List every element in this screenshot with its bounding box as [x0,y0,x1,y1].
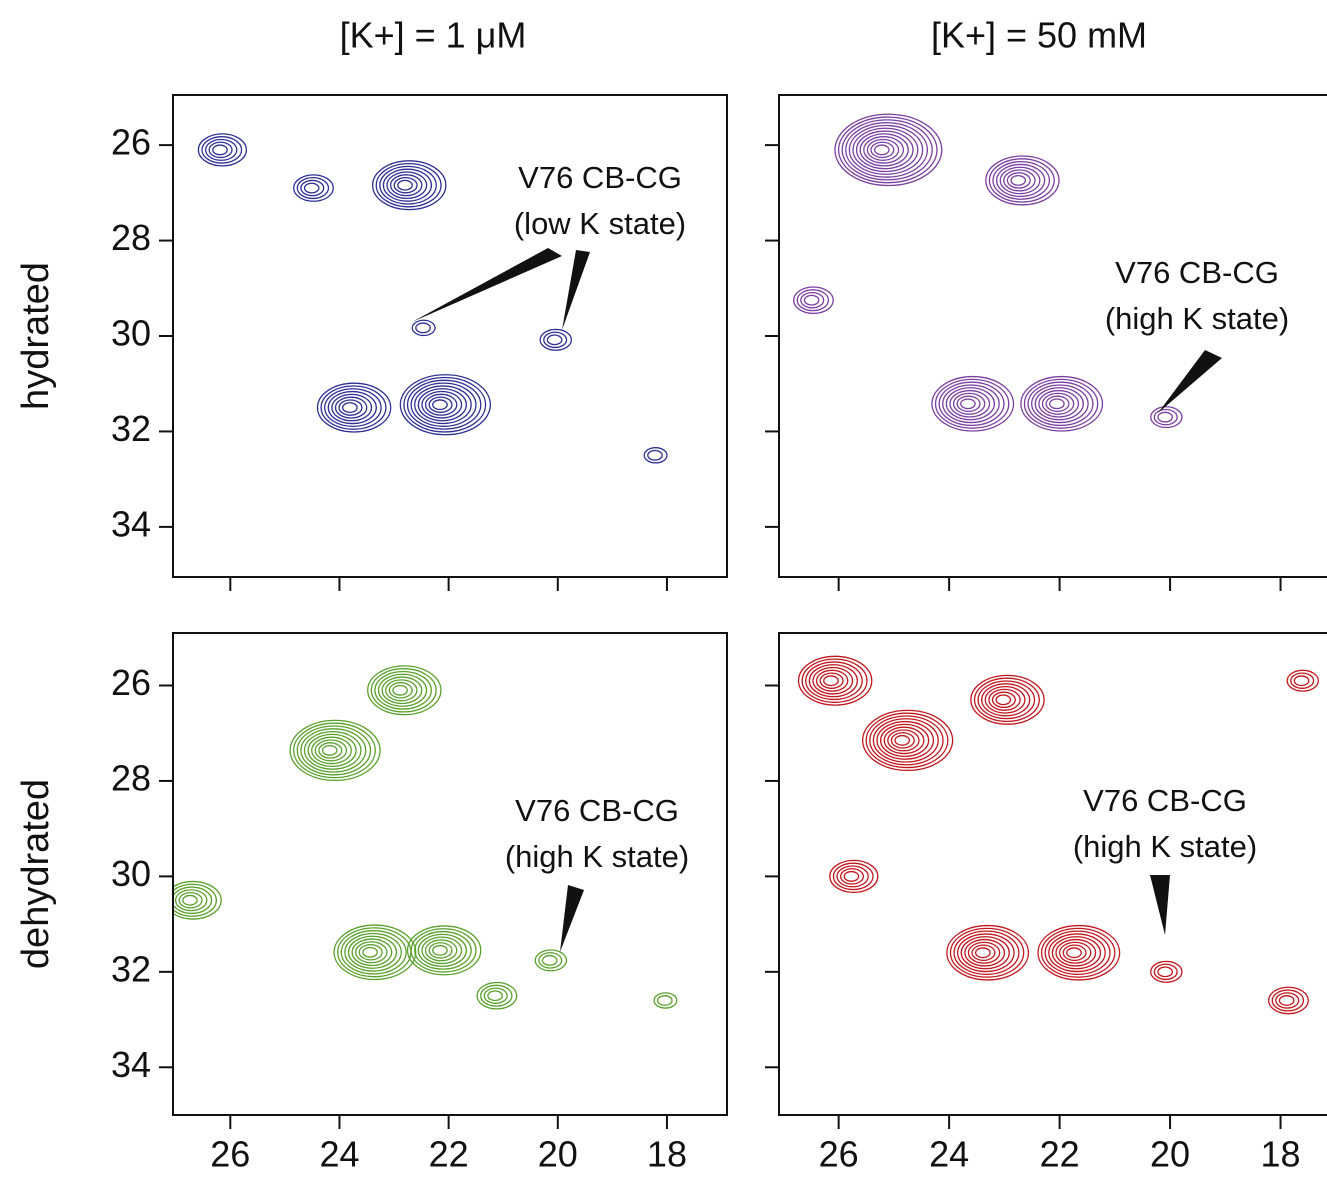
x-tick-label: 24 [929,1134,969,1175]
annotation: V76 CB-CG [1115,255,1279,290]
y-tick-label: 30 [111,313,151,354]
y-tick-label: 34 [111,503,151,544]
annotation: (high K state) [1073,829,1257,864]
contour-peak [371,160,447,211]
contour-peak [1286,669,1320,692]
contour-peak [643,447,668,464]
plot-area [173,665,678,1010]
contour-peak [985,155,1060,206]
contour-peak [829,859,879,894]
contour-peak [1150,406,1183,429]
contour-peak [1037,924,1121,981]
contour-peak [399,374,492,436]
annotation: V76 CB-CG [1083,783,1247,818]
contour-peak [861,709,954,772]
contour-peak [197,133,248,167]
panel: [K+] = 50 mM V76 CB-CG (high K state) [765,15,1327,591]
annotation-arrow [1150,875,1170,935]
y-tick-label: 26 [111,122,151,163]
y-tick-label: 28 [111,757,151,798]
contour-peak [406,925,482,976]
annotation: (high K state) [505,839,689,874]
y-tick-label: 34 [111,1044,151,1085]
annotation: (high K state) [1105,301,1289,336]
annotation: V76 CB-CG [518,160,682,195]
x-tick-label: 24 [319,1134,359,1175]
y-tick-label: 28 [111,217,151,258]
contour-peak [1020,375,1104,432]
plot-frame [172,632,728,1116]
contour-peak [411,319,436,337]
row-label: dehydrated [15,779,57,969]
column-title: [K+] = 1 μM [340,15,527,56]
panel: 26 24 22 20 18 V76 CB-CG (high K state) [765,632,1327,1175]
x-tick-label: 22 [429,1134,469,1175]
contour-peak [173,880,222,920]
contour-peak [1268,986,1309,1015]
x-tick-label: 18 [1261,1134,1301,1175]
contour-peak [293,174,334,202]
y-tick-label: 30 [111,853,151,894]
contour-peak [792,286,834,315]
x-tick-label: 26 [210,1134,250,1175]
contour-peak [289,719,381,782]
annotation-arrow [562,250,590,330]
contour-peak [834,113,943,187]
y-tick-label: 26 [111,662,151,703]
plot-area [792,113,1183,432]
annotation: (low K state) [514,206,686,241]
contour-peak [797,655,873,706]
contour-peak [1150,960,1183,983]
annotation-arrow [560,885,584,952]
contour-peak [367,665,442,716]
plot-area [197,133,668,464]
row-label: hydrated [15,262,57,410]
contour-peak [653,992,678,1009]
annotation-arrow [412,248,562,322]
contour-peak [931,375,1015,432]
contour-peak [333,924,417,981]
x-tick-label: 22 [1040,1134,1080,1175]
plot-frame [778,632,1327,1116]
x-tick-label: 20 [1150,1134,1190,1175]
panel: 26 28 30 32 34 [K+] = 1 μM hydrated V76 CB-CG (l… [15,15,728,591]
contour-peak [316,382,392,433]
x-tick-label: 26 [819,1134,859,1175]
contour-peak [539,328,573,351]
y-tick-label: 32 [111,948,151,989]
contour-peak [476,981,518,1010]
x-tick-label: 18 [647,1134,687,1175]
contour-peak [970,674,1045,725]
annotation: V76 CB-CG [515,793,679,828]
y-tick-label: 32 [111,408,151,449]
contour-peak [946,924,1030,981]
contour-peak [534,949,568,972]
plot-area [797,655,1320,1015]
column-title: [K+] = 50 mM [931,15,1147,56]
annotation-arrow [1158,350,1222,413]
x-tick-label: 20 [538,1134,578,1175]
panel: 26 28 30 32 34 26 24 22 20 18 dehydrated V76 CB-CG (… [15,632,728,1175]
